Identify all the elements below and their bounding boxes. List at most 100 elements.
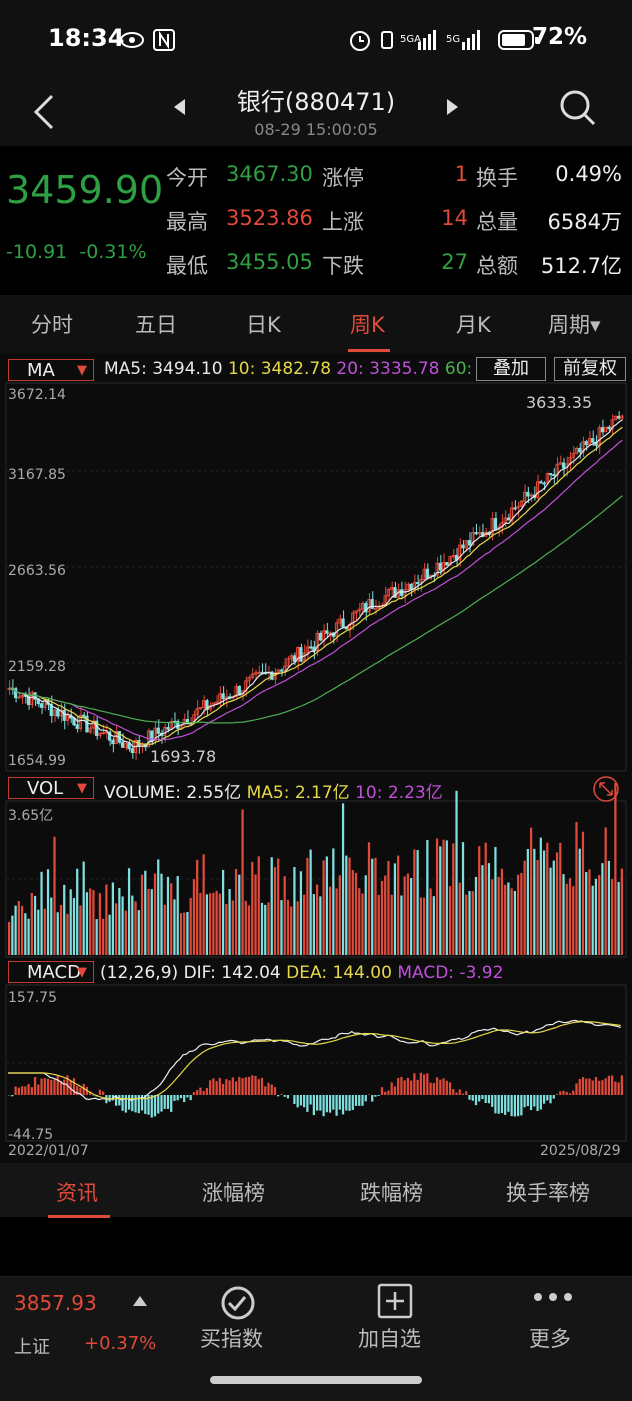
macd-bar [391, 1082, 393, 1095]
volume-bar [267, 902, 269, 955]
candle-body [99, 733, 101, 735]
volume-bar [533, 849, 535, 955]
volume-bar [494, 847, 496, 955]
volume-bar [274, 867, 276, 955]
macd-bar [238, 1077, 240, 1095]
candle-body [465, 541, 467, 548]
candle-body [527, 492, 529, 496]
volume-bar [384, 876, 386, 955]
macd-bar [125, 1095, 127, 1113]
candle-body [553, 475, 555, 476]
volume-bar [248, 905, 250, 955]
volume-bar [280, 900, 282, 955]
nav-add-watchlist[interactable]: 加自选 [358, 1323, 421, 1353]
nav-buy-index[interactable]: 买指数 [200, 1323, 263, 1353]
macd-bar [14, 1086, 16, 1095]
macd-bar [254, 1076, 256, 1095]
volume-bar [446, 840, 448, 955]
tab-yuek[interactable]: 月K [456, 309, 491, 339]
price-tick-3: 2159.28 [8, 659, 66, 675]
macd-bar [44, 1078, 46, 1095]
tab-news[interactable]: 资讯 [56, 1177, 98, 1207]
tab-fenshi[interactable]: 分时 [31, 309, 73, 339]
volume-bar [514, 891, 516, 955]
nav-more[interactable]: 更多 [529, 1323, 571, 1353]
macd-bar [387, 1091, 389, 1095]
macd-bar [374, 1095, 376, 1097]
macd-bar [446, 1081, 448, 1095]
tab-wuri[interactable]: 五日 [135, 309, 177, 339]
macd-bar [18, 1088, 20, 1095]
volume-bar [566, 884, 568, 955]
search-icon[interactable] [558, 88, 598, 128]
volume-bar [536, 860, 538, 955]
volume-bar [251, 862, 253, 955]
macd-bar [274, 1087, 276, 1095]
macd-bar [455, 1093, 457, 1095]
volume-bar [361, 893, 363, 955]
macd-bar [313, 1095, 315, 1115]
price-tick-0: 3672.14 [8, 387, 66, 403]
macd-bar [267, 1083, 269, 1095]
macd-bar [121, 1095, 123, 1111]
macd-bar [533, 1095, 535, 1107]
volume-bar [310, 850, 312, 955]
candle-body [417, 583, 419, 584]
macd-bar [297, 1095, 299, 1107]
volume-bar [277, 859, 279, 955]
macd-bar [31, 1087, 33, 1095]
volume-bar [115, 903, 117, 955]
macd-bar [494, 1095, 496, 1113]
kline-chart-area[interactable]: MA▼ MA5: 3494.10 10: 3482.78 20: 3335.78… [0, 353, 632, 1163]
macd-bar [472, 1095, 474, 1101]
candle-body [446, 562, 448, 565]
macd-bar [310, 1095, 312, 1105]
more-icon[interactable] [532, 1291, 574, 1303]
macd-bar [248, 1077, 250, 1095]
macd-selector[interactable]: MACD▼ [8, 961, 94, 983]
tab-rik[interactable]: 日K [246, 309, 281, 339]
candle-body [326, 631, 328, 633]
tab-zhouk[interactable]: 周K [350, 309, 385, 339]
macd-bar [465, 1091, 467, 1095]
next-stock-icon[interactable] [444, 98, 460, 116]
volume-bar [368, 842, 370, 955]
index-value[interactable]: 3857.93 [14, 1291, 97, 1315]
macd-bar [449, 1082, 451, 1095]
tab-zhouqi[interactable]: 周期▾ [548, 309, 601, 339]
tab-losers[interactable]: 跌幅榜 [360, 1177, 423, 1207]
macd-bar [481, 1095, 483, 1099]
macd-bar [614, 1082, 616, 1095]
macd-bar [527, 1095, 529, 1106]
macd-bar [407, 1078, 409, 1095]
tab-gainers[interactable]: 涨幅榜 [202, 1177, 265, 1207]
buy-index-icon[interactable] [218, 1283, 258, 1323]
ma5-line [10, 420, 623, 747]
volume-bar [21, 906, 23, 955]
vol-max-label: 3.65亿 [8, 805, 53, 825]
volume-bar [222, 870, 224, 955]
volume-bar [319, 896, 321, 955]
volume-bar [352, 870, 354, 955]
macd-bar [212, 1078, 214, 1095]
volume-bar [326, 856, 328, 955]
tab-turnover[interactable]: 换手率榜 [506, 1177, 590, 1207]
volume-bar [89, 888, 91, 955]
caret-up-icon[interactable] [132, 1295, 148, 1307]
candle-body [601, 428, 603, 432]
vol-selector[interactable]: VOL▼ [8, 777, 94, 799]
volume-bar [86, 892, 88, 955]
volume-bar [410, 878, 412, 955]
macd-bar [277, 1095, 279, 1096]
add-watchlist-icon[interactable] [377, 1283, 413, 1319]
macd-bar [348, 1095, 350, 1111]
expand-icon[interactable] [592, 775, 620, 803]
candle-body [57, 710, 59, 716]
low-label: 1693.78 [150, 747, 216, 766]
volume-bar [31, 893, 33, 955]
macd-bar [40, 1079, 42, 1095]
macd-bar [410, 1081, 412, 1095]
candle-body [18, 697, 20, 698]
macd-bar [436, 1077, 438, 1095]
macd-bar [183, 1095, 185, 1102]
